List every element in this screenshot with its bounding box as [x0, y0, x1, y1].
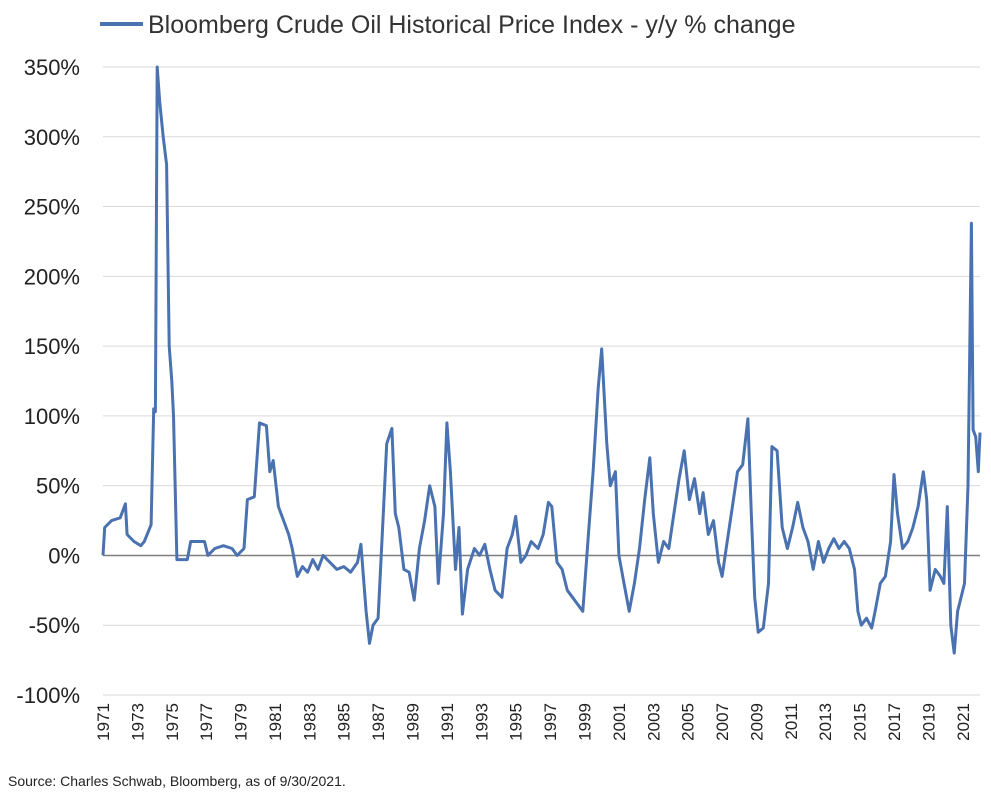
- series-line: [101, 65, 982, 655]
- x-tick-label: 2015: [851, 703, 870, 741]
- x-tick-label: 1995: [507, 703, 526, 741]
- x-tick-label: 1989: [404, 703, 423, 741]
- y-tick-label: 350%: [24, 55, 80, 80]
- x-tick-label: 2005: [679, 703, 698, 741]
- x-tick-label: 1971: [94, 703, 113, 741]
- y-tick-label: -50%: [29, 613, 80, 638]
- x-tick-label: 1983: [300, 703, 319, 741]
- source-note: Source: Charles Schwab, Bloomberg, as of…: [8, 773, 346, 789]
- legend-label: Bloomberg Crude Oil Historical Price Ind…: [148, 11, 796, 39]
- legend: Bloomberg Crude Oil Historical Price Ind…: [100, 11, 796, 39]
- x-tick-label: 1979: [232, 703, 251, 741]
- y-tick-label: 300%: [24, 125, 80, 150]
- y-tick-label: 50%: [36, 474, 80, 499]
- x-tick-label: 2021: [954, 703, 973, 741]
- x-tick-label: 1999: [575, 703, 594, 741]
- y-tick-label: 150%: [24, 334, 80, 359]
- x-tick-label: 2013: [816, 703, 835, 741]
- y-axis-ticks: 350% 300% 250% 200% 150% 100% 50% 0% -50% -100%: [16, 55, 80, 708]
- x-tick-label: 1975: [163, 703, 182, 741]
- x-tick-label: 2019: [919, 703, 938, 741]
- x-tick-label: 1977: [197, 703, 216, 741]
- y-tick-label: 100%: [24, 404, 80, 429]
- x-tick-label: 2011: [782, 703, 801, 740]
- x-axis-ticks: 1971 1973 1975 1977 1979 1981 1983 1985 1987 1989…: [94, 703, 973, 741]
- series-layer: [101, 65, 982, 655]
- x-tick-label: 1993: [472, 703, 491, 741]
- gridlines: [103, 66, 980, 696]
- x-tick-label: 1973: [128, 703, 147, 741]
- x-tick-label: 1991: [438, 703, 457, 741]
- x-tick-label: 1981: [266, 703, 285, 741]
- x-tick-label: 1997: [541, 703, 560, 741]
- y-tick-label: 200%: [24, 264, 80, 289]
- x-tick-label: 1985: [335, 703, 354, 741]
- x-tick-label: 1987: [369, 703, 388, 741]
- y-tick-label: -100%: [16, 683, 80, 708]
- x-tick-label: 2001: [610, 703, 629, 741]
- x-tick-label: 2009: [747, 703, 766, 741]
- x-tick-label: 2003: [644, 703, 663, 741]
- x-tick-label: 2017: [885, 703, 904, 741]
- x-tick-label: 2007: [713, 703, 732, 741]
- y-tick-label: 0%: [48, 543, 80, 568]
- y-tick-label: 250%: [24, 195, 80, 220]
